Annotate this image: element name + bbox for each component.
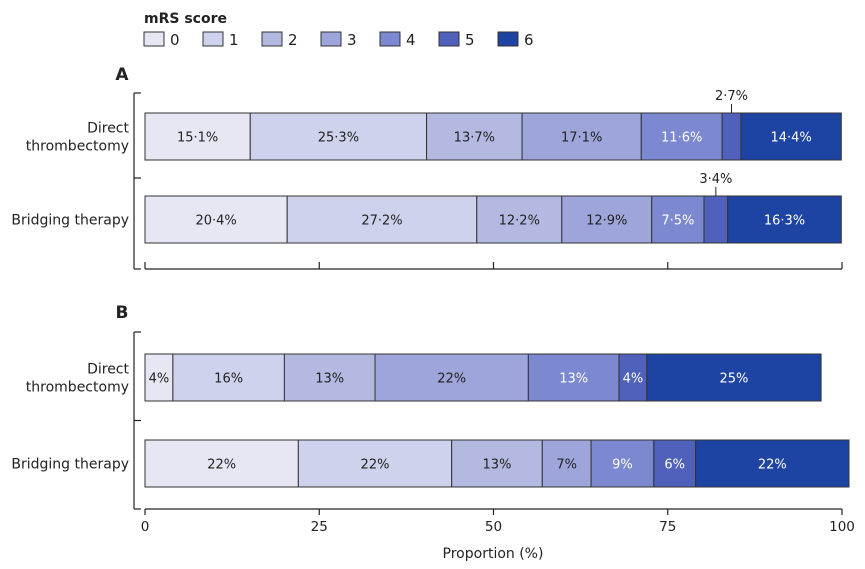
legend-label-3: 3 (347, 31, 357, 49)
legend: mRS score 0 1 2 3 4 5 6 (143, 11, 534, 49)
data-label-mrs-1: 27·2% (361, 214, 402, 229)
data-label-mrs-0: 4% (149, 372, 170, 387)
bar-segment-mrs-3 (521, 112, 642, 161)
bar-segment-mrs-0 (144, 195, 288, 244)
category-label: Bridging therapy (11, 213, 129, 229)
bar-bridging-therapy: Bridging therapy 22% 22% 13% 7% 9% 6% 22% (11, 439, 850, 488)
bar-segment-mrs-5 (703, 195, 729, 244)
bar-segment-mrs-2 (283, 353, 376, 402)
data-label-mrs-4: 7·5% (661, 214, 694, 229)
data-label-mrs-6: 22% (758, 458, 787, 473)
data-label-mrs-6: 25% (720, 372, 749, 387)
bar-segment-mrs-6 (740, 112, 842, 161)
bar-direct-thrombectomy: Direct thrombectomy 4% 16% 13% 22% 13% 4% 25% (26, 353, 822, 402)
data-label-mrs-1: 25·3% (318, 131, 359, 146)
data-label-mrs-6: 14·4% (770, 131, 811, 146)
bar-segment-mrs-2 (426, 112, 523, 161)
data-label-mrs-3: 17·1% (561, 131, 602, 146)
data-label-mrs-3: 22% (437, 372, 466, 387)
chart-panels: A Direct thrombectomy 15·1% 25·3% 13·7% 17·1% 1… (11, 65, 850, 510)
bar-segment-mrs-6 (727, 195, 842, 244)
legend-label-4: 4 (406, 31, 416, 49)
bar-segment-mrs-1 (172, 353, 285, 402)
data-label-mrs-3: 12·9% (586, 214, 627, 229)
data-label-mrs-0: 15·1% (177, 131, 218, 146)
legend-label-6: 6 (524, 31, 534, 49)
legend-label-0: 0 (170, 31, 180, 49)
bar-segment-mrs-2 (476, 195, 563, 244)
x-tick-label-100: 100 (829, 519, 855, 535)
data-label-mrs-2: 13% (315, 372, 344, 387)
panel-b: B Direct thrombectomy 4% 16% 13% 22% 13% 4% 25% Br… (11, 303, 850, 510)
bar-segment-mrs-3 (541, 439, 592, 488)
legend-swatch-4 (379, 31, 401, 47)
bar-segment-mrs-4 (651, 195, 705, 244)
bar-segment-mrs-2 (451, 439, 543, 488)
legend-swatch-6 (497, 31, 519, 47)
data-label-mrs-6: 16·3% (764, 214, 805, 229)
x-axis-title: Proportion (%) (443, 546, 544, 562)
data-label-mrs-4: 11·6% (661, 131, 702, 146)
legend-label-1: 1 (229, 31, 239, 49)
panel-label-a: A (115, 65, 129, 85)
data-label-mrs-5: 6% (664, 458, 685, 473)
category-label: Bridging therapy (11, 457, 129, 473)
bar-segment-mrs-6 (646, 353, 822, 402)
bar-direct-thrombectomy: Direct thrombectomy 15·1% 25·3% 13·7% 17·1% 11… (26, 89, 842, 161)
bar-segment-mrs-4 (527, 353, 620, 402)
data-label-mrs-2: 12·2% (499, 214, 540, 229)
category-label: thrombectomy (26, 380, 129, 396)
bar-segment-mrs-1 (249, 112, 428, 161)
x-tick-label-0: 0 (141, 519, 150, 535)
x-tick-label-75: 75 (659, 519, 676, 535)
bar-segment-mrs-3 (374, 353, 529, 402)
x-tick-label-25: 25 (311, 519, 328, 535)
data-label-mrs-2: 13% (483, 458, 512, 473)
data-label-mrs-5: 3·4% (699, 172, 732, 187)
bar-segment-mrs-1 (297, 439, 453, 488)
x-axis: Proportion (%) 0 25 50 75 100 (141, 508, 855, 562)
category-label: thrombectomy (26, 139, 129, 155)
bar-segment-mrs-4 (640, 112, 723, 161)
legend-title: mRS score (144, 11, 227, 27)
data-label-mrs-4: 13% (559, 372, 588, 387)
panel-label-b: B (116, 303, 129, 323)
data-label-mrs-2: 13·7% (454, 131, 495, 146)
bar-segment-mrs-5 (618, 353, 648, 402)
data-label-mrs-3: 7% (556, 458, 577, 473)
panel-a: A Direct thrombectomy 15·1% 25·3% 13·7% 17·1% 1… (11, 65, 843, 270)
data-label-mrs-0: 22% (207, 458, 236, 473)
bar-segment-mrs-6 (695, 439, 850, 488)
data-label-mrs-1: 22% (361, 458, 390, 473)
bar-segment-mrs-0 (144, 353, 174, 402)
legend-swatch-1 (202, 31, 224, 47)
data-label-mrs-4: 9% (612, 458, 633, 473)
legend-label-5: 5 (465, 31, 475, 49)
legend-label-2: 2 (288, 31, 298, 49)
category-label: Direct (87, 121, 129, 137)
legend-swatch-2 (261, 31, 283, 47)
bar-bridging-therapy: Bridging therapy 20·4% 27·2% 12·2% 12·9% 7·5%… (11, 172, 842, 244)
category-label: Direct (87, 362, 129, 378)
data-label-mrs-5: 2·7% (715, 89, 748, 104)
legend-swatch-3 (320, 31, 342, 47)
legend-swatch-0 (143, 31, 165, 47)
bar-segment-mrs-0 (144, 439, 299, 488)
data-label-mrs-0: 20·4% (195, 214, 236, 229)
legend-swatch-5 (438, 31, 460, 47)
bar-segment-mrs-5 (721, 112, 742, 161)
x-tick-label-50: 50 (485, 519, 502, 535)
data-label-mrs-1: 16% (214, 372, 243, 387)
data-label-mrs-5: 4% (623, 372, 644, 387)
bar-segment-mrs-0 (144, 112, 251, 161)
